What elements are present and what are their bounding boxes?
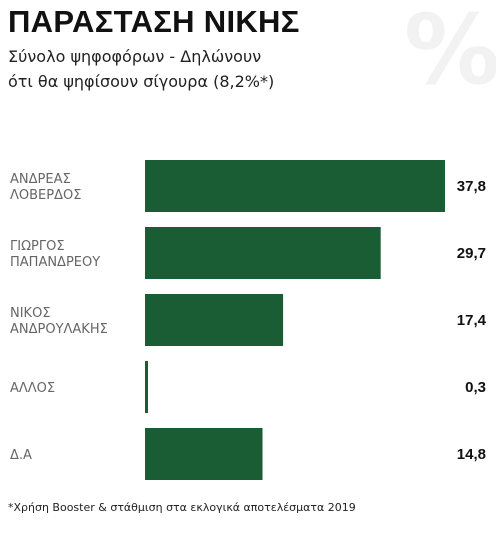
percent-watermark: % <box>404 0 496 106</box>
bar-2 <box>145 227 381 279</box>
value-label-5: 14,8 <box>457 446 486 463</box>
value-label-1: 37,8 <box>457 178 486 195</box>
category-label-line: ΝΙΚΟΣ <box>10 306 51 321</box>
category-label-line: ΛΟΒΕΡΔΟΣ <box>10 188 81 203</box>
bar-3 <box>145 294 284 346</box>
category-label-1: ΑΝΔΡΕΑΣ ΛΟΒΕΡΔΟΣ <box>10 172 81 203</box>
category-label-line: Δ.Α <box>10 448 32 463</box>
value-label-3: 17,4 <box>457 312 487 329</box>
category-label-line: ΓΙΩΡΓΟΣ <box>10 239 65 254</box>
category-label-3: ΝΙΚΟΣ ΑΝΔΡΟΥΛΑΚΗΣ <box>10 306 108 337</box>
category-label-2: ΓΙΩΡΓΟΣ ΠΑΠΑΝΔΡΕΟΥ <box>10 239 100 270</box>
value-label-4: 0,3 <box>465 379 486 396</box>
category-label-line: ΠΑΠΑΝΔΡΕΟΥ <box>10 255 100 270</box>
subtitle-line-1: Σύνολο ψηφοφόρων - Δηλώνουν <box>8 47 262 66</box>
subtitle-line-2: ότι θα ψηφίσουν σίγουρα (8,2%*) <box>8 72 275 91</box>
category-label-4: ΑΛΛΟΣ <box>10 381 55 396</box>
bar-chart: ΑΝΔΡΕΑΣ ΛΟΒΕΡΔΟΣ 37,8 ΓΙΩΡΓΟΣ ΠΑΠΑΝΔΡΕΟΥ 29,7… <box>10 160 487 480</box>
category-label-line: ΑΝΔΡΕΑΣ <box>10 172 71 187</box>
chart-title: ΠΑΡΑΣΤΑΣΗ ΝΙΚΗΣ <box>8 4 300 39</box>
bar-5 <box>145 428 263 480</box>
bar-1 <box>145 160 445 212</box>
category-label-line: ΑΛΛΟΣ <box>10 381 55 396</box>
chart-subtitle: Σύνολο ψηφοφόρων - Δηλώνουν ότι θα ψηφίσ… <box>8 44 368 94</box>
category-label-line: ΑΝΔΡΟΥΛΑΚΗΣ <box>10 322 108 337</box>
bar-4 <box>145 361 148 413</box>
footnote: *Χρήση Booster & στάθμιση στα εκλογικά α… <box>8 501 356 514</box>
value-label-2: 29,7 <box>457 245 486 262</box>
category-label-5: Δ.Α <box>10 448 32 463</box>
